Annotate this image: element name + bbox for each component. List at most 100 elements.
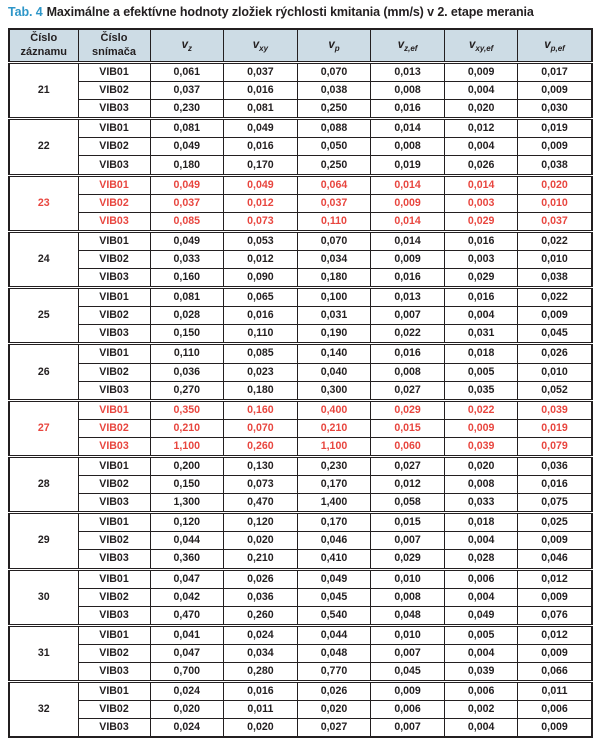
variable-symbol: v (328, 38, 335, 51)
value-cell: 0,180 (149, 155, 225, 176)
value-cell: 0,022 (443, 398, 519, 420)
table-row: VIB03 1,300 0,470 1,400 0,058 0,033 0,075 (9, 493, 593, 514)
sensor-cell: VIB02 (77, 587, 151, 607)
value-cell: 0,012 (517, 567, 593, 589)
sensor-cell: VIB01 (77, 60, 151, 83)
value-cell: 0,008 (370, 81, 445, 101)
value-cell: 0,045 (296, 587, 372, 607)
value-cell: 0,038 (517, 155, 593, 176)
table-header: Číslo záznamu Číslo snímača vz vxy vp vz,ef vx… (8, 28, 593, 64)
value-cell: 0,006 (370, 700, 445, 720)
value-cell: 0,036 (517, 454, 593, 477)
value-cell: 0,052 (517, 380, 593, 401)
value-cell: 0,016 (223, 680, 298, 702)
value-cell: 0,210 (149, 418, 225, 438)
table-row: VIB02 0,210 0,070 0,210 0,015 0,009 0,019 (9, 418, 593, 438)
value-cell: 0,180 (296, 268, 372, 289)
variable-subscript: xy (259, 43, 269, 53)
table-caption: Tab. 4 Maximálne a efektívne hodnoty zlož… (8, 5, 592, 20)
value-cell: 0,036 (223, 587, 298, 607)
value-cell: 0,022 (517, 229, 593, 251)
value-cell: 0,070 (223, 418, 298, 438)
variable-symbol: v (544, 38, 551, 51)
variable-subscript: p (334, 43, 340, 53)
value-cell: 0,061 (149, 60, 225, 83)
value-cell: 0,008 (370, 137, 445, 157)
value-cell: 0,045 (370, 661, 445, 683)
value-cell: 0,008 (370, 587, 445, 607)
value-cell: 0,024 (149, 718, 225, 738)
value-cell: 0,019 (517, 117, 593, 139)
value-cell: 0,016 (370, 268, 445, 289)
sensor-cell: VIB02 (77, 475, 151, 495)
value-cell: 0,049 (149, 229, 225, 251)
sensor-cell: VIB02 (77, 700, 151, 720)
value-cell: 1,300 (149, 493, 225, 514)
sensor-cell: VIB03 (77, 718, 151, 738)
value-cell: 0,360 (149, 549, 225, 570)
value-cell: 0,033 (443, 493, 519, 514)
value-cell: 0,009 (517, 531, 593, 551)
sensor-cell: VIB01 (77, 117, 151, 139)
value-cell: 0,016 (223, 81, 298, 101)
sensor-cell: VIB03 (77, 99, 151, 120)
record-number-cell: 21 (8, 60, 79, 120)
value-cell: 0,020 (443, 454, 519, 477)
value-cell: 0,037 (149, 81, 225, 101)
table-caption-text: Maximálne a efektívne hodnoty zložiek rý… (46, 5, 534, 19)
value-cell: 0,029 (370, 549, 445, 570)
variable-subscript: xy,ef (475, 43, 494, 53)
value-cell: 0,026 (517, 342, 593, 364)
sensor-cell: VIB03 (77, 268, 151, 289)
value-cell: 0,020 (223, 531, 298, 551)
value-cell: 0,016 (517, 475, 593, 495)
value-cell: 0,010 (517, 193, 593, 213)
value-cell: 0,300 (296, 380, 372, 401)
value-cell: 0,079 (517, 436, 593, 457)
value-cell: 0,020 (296, 700, 372, 720)
value-cell: 0,004 (443, 81, 519, 101)
value-cell: 0,047 (149, 643, 225, 664)
value-cell: 0,009 (370, 193, 445, 213)
value-cell: 0,075 (517, 493, 593, 514)
value-cell: 0,190 (296, 324, 372, 345)
table-row: VIB03 0,024 0,020 0,027 0,007 0,004 0,009 (9, 718, 593, 738)
table-row: VIB02 0,049 0,016 0,050 0,008 0,004 0,009 (9, 137, 593, 157)
variable-symbol: v (469, 38, 476, 51)
value-cell: 0,004 (443, 306, 519, 326)
value-cell: 0,033 (149, 249, 225, 270)
value-cell: 0,022 (517, 286, 593, 308)
sensor-cell: VIB03 (77, 661, 151, 683)
table-row: VIB03 1,100 0,260 1,100 0,060 0,039 0,079 (9, 436, 593, 457)
value-cell: 0,014 (370, 229, 445, 251)
sensor-cell: VIB01 (77, 454, 151, 477)
value-cell: 0,150 (149, 475, 225, 495)
table-row: VIB03 0,270 0,180 0,300 0,027 0,035 0,052 (9, 380, 593, 401)
table-row: VIB03 0,160 0,090 0,180 0,016 0,029 0,038 (9, 268, 593, 289)
value-cell: 0,023 (223, 362, 298, 382)
value-cell: 0,024 (223, 623, 298, 645)
value-cell: 0,046 (296, 531, 372, 551)
value-cell: 1,100 (149, 436, 225, 457)
value-cell: 0,049 (296, 567, 372, 589)
variable-symbol: v (397, 38, 405, 51)
value-cell: 0,088 (296, 117, 372, 139)
value-cell: 0,008 (370, 362, 445, 382)
value-cell: 0,034 (296, 249, 372, 270)
record-number-cell: 31 (8, 623, 79, 683)
sensor-cell: VIB03 (77, 605, 151, 626)
value-cell: 0,029 (443, 211, 519, 232)
value-cell: 0,400 (296, 398, 372, 420)
table-row: VIB03 0,700 0,280 0,770 0,045 0,039 0,066 (9, 661, 593, 683)
variable-subscript: z,ef (404, 43, 418, 53)
value-cell: 0,050 (296, 137, 372, 157)
value-cell: 0,110 (296, 211, 372, 232)
value-cell: 0,004 (443, 531, 519, 551)
value-cell: 0,065 (223, 286, 298, 308)
value-cell: 0,120 (149, 511, 225, 533)
value-cell: 0,076 (517, 605, 593, 626)
value-cell: 0,020 (443, 99, 519, 120)
table-caption-number: Tab. 4 (8, 5, 43, 19)
value-cell: 0,009 (517, 306, 593, 326)
value-cell: 0,280 (223, 661, 298, 683)
